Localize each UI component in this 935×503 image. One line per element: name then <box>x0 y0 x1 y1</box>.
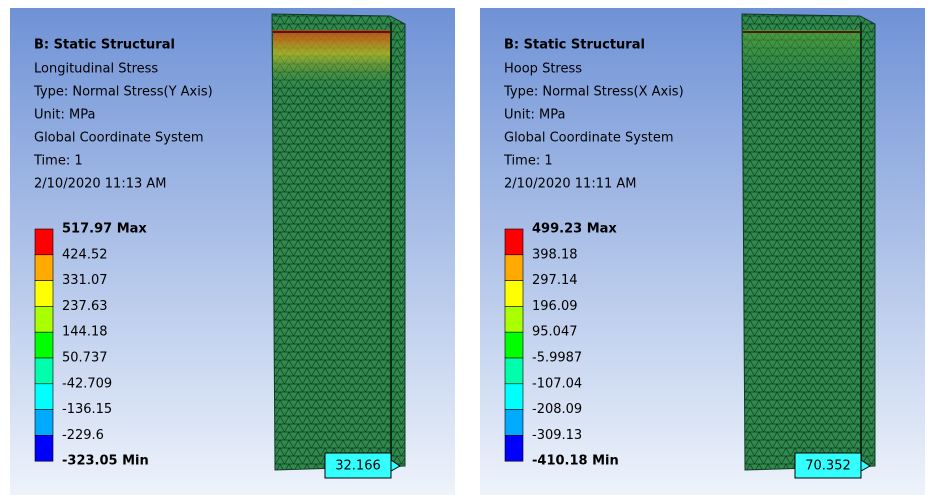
legend-label: -323.05 Min <box>62 454 149 469</box>
legend-band <box>505 358 523 384</box>
legend-label: -410.18 Min <box>532 454 619 469</box>
result-info: Global Coordinate System <box>504 131 673 146</box>
legend-band <box>35 281 53 307</box>
legend-label: 50.737 <box>62 351 108 366</box>
result-info: 2/10/2020 11:11 AM <box>504 177 637 192</box>
legend-label: -42.709 <box>62 376 112 391</box>
legend-label: 237.63 <box>62 299 108 314</box>
legend-band <box>35 435 53 461</box>
legend-band <box>505 306 523 332</box>
result-title: B: Static Structural <box>504 38 645 53</box>
legend-label: -309.13 <box>532 428 582 443</box>
model-top-region <box>273 30 391 90</box>
probe-value: 32.166 <box>335 459 381 474</box>
legend-band <box>505 229 523 255</box>
legend-label: -5.9987 <box>532 351 582 366</box>
legend-band <box>505 255 523 281</box>
legend-band <box>505 435 523 461</box>
legend-band <box>505 281 523 307</box>
screenshot: B: Static Structural Longitudinal Stress T… <box>0 0 935 503</box>
legend-label: 398.18 <box>532 247 578 262</box>
model-top-region <box>743 30 861 90</box>
legend-label: -107.04 <box>532 376 582 391</box>
legend-band <box>505 384 523 410</box>
result-info: Time: 1 <box>503 154 553 169</box>
legend-label: 499.23 Max <box>532 222 617 237</box>
legend-label: 95.047 <box>532 325 578 340</box>
legend-label: -136.15 <box>62 402 112 417</box>
result-info: Longitudinal Stress <box>34 62 158 77</box>
result-info: Type: Normal Stress(Y Axis) <box>33 85 213 100</box>
legend-label: -229.6 <box>62 428 104 443</box>
result-info: Unit: MPa <box>34 108 95 123</box>
result-info: Global Coordinate System <box>34 131 203 146</box>
result-view: B: Static Structural Longitudinal Stress T… <box>10 8 455 495</box>
result-view: B: Static Structural Hoop Stress Type: Nor… <box>480 8 925 495</box>
legend-label: 331.07 <box>62 273 108 288</box>
legend-band <box>505 332 523 358</box>
legend-label: 517.97 Max <box>62 222 147 237</box>
result-info: Unit: MPa <box>504 108 565 123</box>
probe-value: 70.352 <box>805 459 851 474</box>
result-info: 2/10/2020 11:13 AM <box>34 177 167 192</box>
legend-band <box>35 384 53 410</box>
legend-band <box>35 410 53 436</box>
result-info: Hoop Stress <box>504 62 582 77</box>
legend-band <box>35 229 53 255</box>
legend-band <box>35 332 53 358</box>
result-info: Time: 1 <box>33 154 83 169</box>
legend-label: 424.52 <box>62 247 108 262</box>
legend-band <box>505 410 523 436</box>
legend-label: 196.09 <box>532 299 578 314</box>
result-info: Type: Normal Stress(X Axis) <box>503 85 684 100</box>
legend-label: 144.18 <box>62 325 108 340</box>
result-title: B: Static Structural <box>34 38 175 53</box>
legend-label: -208.09 <box>532 402 582 417</box>
legend-band <box>35 255 53 281</box>
legend-band <box>35 358 53 384</box>
legend-label: 297.14 <box>532 273 578 288</box>
legend-band <box>35 306 53 332</box>
